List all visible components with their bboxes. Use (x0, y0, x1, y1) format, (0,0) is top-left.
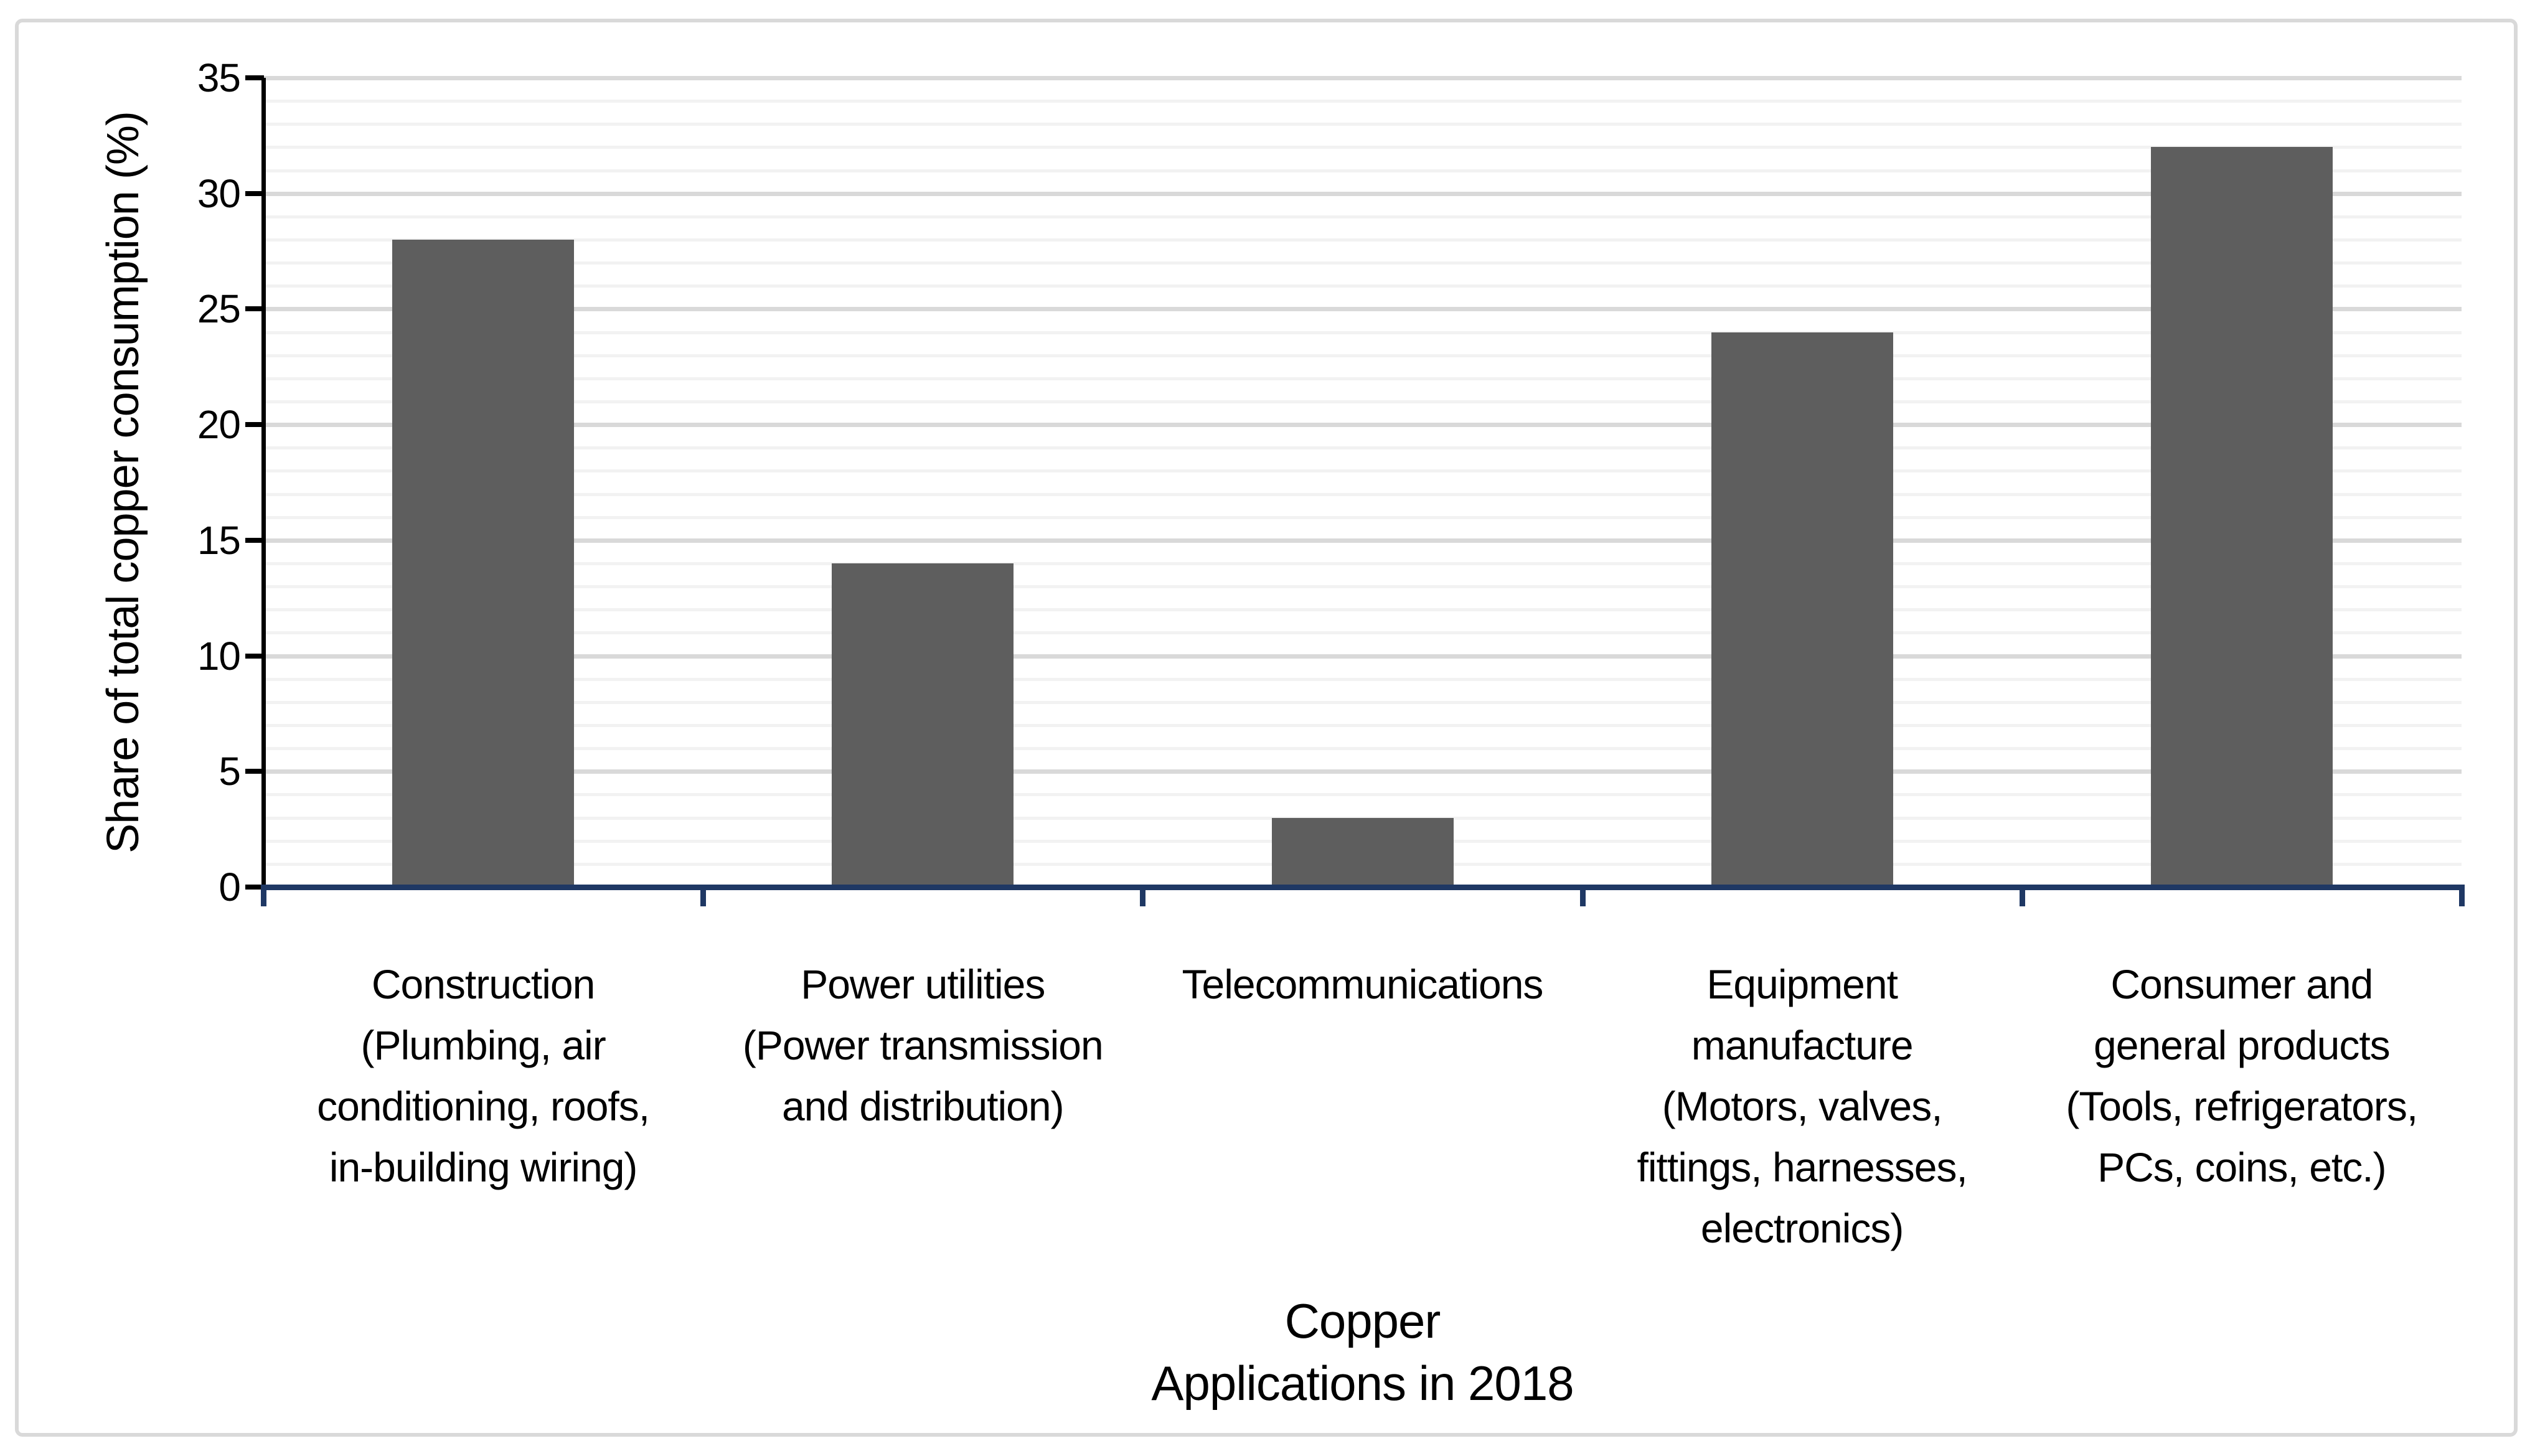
x-axis-tick (1579, 885, 1586, 906)
category-label-line: in-building wiring) (329, 1144, 638, 1190)
category-label-telecommunications: Telecommunications (1142, 954, 1582, 1259)
y-tick-label: 20 (197, 402, 241, 448)
x-axis-title-line-2: Applications in 2018 (1151, 1356, 1574, 1411)
x-axis-line (261, 885, 2464, 890)
category-label-line: Equipment (1706, 961, 1898, 1007)
gridline-minor (263, 724, 2462, 727)
y-axis-tick (245, 422, 264, 428)
x-axis-title: Copper Applications in 2018 (263, 1290, 2462, 1414)
category-label-line: (Tools, refrigerators, (2066, 1083, 2418, 1129)
gridline-minor (263, 492, 2462, 496)
y-axis-tick (245, 537, 264, 543)
category-label-line: and distribution) (781, 1083, 1065, 1129)
x-axis-tick (700, 885, 707, 906)
gridline-major (263, 769, 2462, 774)
gridline-minor (263, 515, 2462, 519)
x-axis-tick (2459, 885, 2465, 906)
bar-construction (392, 240, 575, 887)
gridline-minor (263, 377, 2462, 380)
x-axis-tick (1140, 885, 1146, 906)
category-label-line: (Motors, valves, (1662, 1083, 1943, 1129)
bar-consumer-products (2150, 147, 2333, 887)
y-axis-tick (245, 75, 264, 80)
gridline-minor (263, 446, 2462, 450)
gridline-minor (263, 400, 2462, 403)
gridline-minor (263, 331, 2462, 334)
category-label-line: Power utilities (801, 961, 1045, 1007)
gridline-major (263, 307, 2462, 312)
category-label-line: (Power transmission (742, 1022, 1104, 1068)
bar-equipment-manufacture (1711, 332, 1893, 887)
gridline-minor (263, 585, 2462, 589)
category-label-power-utilities: Power utilities (Power transmission and di… (703, 954, 1142, 1259)
category-label-line: general products (2094, 1022, 2391, 1068)
category-label-consumer-products: Consumer and general products (Tools, refr… (2022, 954, 2462, 1259)
y-tick-label: 5 (219, 749, 241, 794)
gridline-minor (263, 354, 2462, 357)
gridline-minor (263, 562, 2462, 565)
gridline-minor (263, 677, 2462, 681)
plot-area (263, 76, 2462, 887)
category-label-line: Consumer and (2110, 961, 2373, 1007)
gridline-major (263, 76, 2462, 80)
category-label-equipment-manufacture: Equipment manufacture (Motors, valves, fitt… (1583, 954, 2022, 1259)
y-tick-label: 10 (197, 633, 241, 679)
gridline-minor (263, 146, 2462, 149)
gridline-minor (263, 100, 2462, 103)
gridline-minor (263, 169, 2462, 172)
y-axis-tick (245, 190, 264, 196)
gridline-minor (263, 700, 2462, 704)
gridline-major (263, 538, 2462, 543)
y-axis-tick (245, 306, 264, 312)
y-tick-label: 35 (197, 55, 241, 100)
category-label-line: PCs, coins, etc.) (2097, 1144, 2386, 1190)
category-label-line: conditioning, roofs, (317, 1083, 650, 1129)
y-axis-line (261, 78, 266, 887)
category-label-line: manufacture (1691, 1022, 1914, 1068)
y-axis-tick (245, 769, 264, 774)
gridline-minor (263, 261, 2462, 265)
category-label-line: Telecommunications (1182, 961, 1544, 1007)
y-tick-label: 30 (197, 171, 241, 216)
bar-power-utilities (832, 563, 1014, 887)
category-label-construction: Construction (Plumbing, air conditioning, … (263, 954, 703, 1259)
x-axis-tick (261, 885, 266, 906)
gridline-minor (263, 631, 2462, 635)
gridline-minor (263, 123, 2462, 126)
category-label-line: fittings, harnesses, (1637, 1144, 1968, 1190)
y-tick-label: 25 (197, 286, 241, 332)
gridline-minor (263, 284, 2462, 288)
y-axis-tick (245, 885, 264, 890)
category-label-line: (Plumbing, air (360, 1022, 606, 1068)
gridline-minor (263, 215, 2462, 218)
category-label-line: Construction (371, 961, 596, 1007)
bar-telecommunications (1271, 817, 1454, 887)
x-axis-title-line-1: Copper (1284, 1294, 1441, 1348)
category-labels: Construction (Plumbing, air conditioning, … (263, 954, 2462, 1259)
gridline-major (263, 654, 2462, 659)
y-tick-label: 15 (197, 517, 241, 563)
gridline-major (263, 191, 2462, 196)
x-axis-tick (2019, 885, 2025, 906)
category-label-line: electronics) (1700, 1205, 1904, 1251)
gridline-minor (263, 747, 2462, 751)
y-axis-tick (245, 653, 264, 659)
gridline-minor (263, 793, 2462, 797)
gridline-major (263, 423, 2462, 428)
gridline-minor (263, 238, 2462, 242)
gridline-minor (263, 608, 2462, 612)
gridline-minor (263, 469, 2462, 473)
y-tick-label: 0 (219, 865, 241, 909)
y-axis-title: Share of total copper consumption (%) (98, 111, 148, 853)
